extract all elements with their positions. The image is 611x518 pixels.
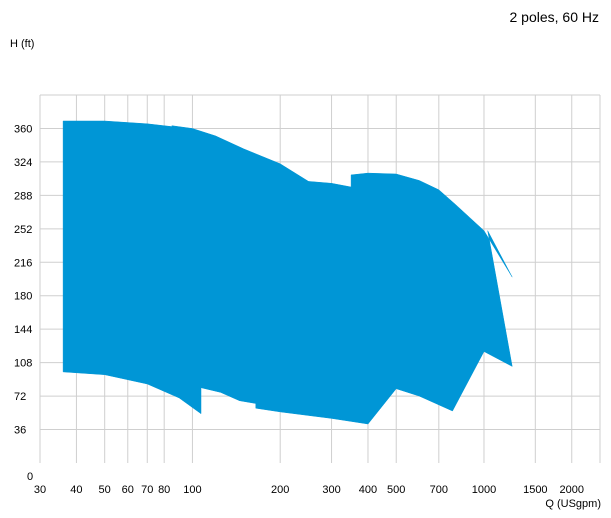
x-tick-label: 1000 bbox=[472, 484, 496, 496]
y-tick-label: 0 bbox=[27, 471, 33, 483]
operating-range-area bbox=[62, 120, 513, 425]
y-tick-label: 216 bbox=[14, 257, 32, 269]
x-tick-label: 60 bbox=[122, 484, 134, 496]
x-tick-label: 40 bbox=[70, 484, 82, 496]
x-tick-label: 80 bbox=[158, 484, 170, 496]
x-tick-label: 100 bbox=[183, 484, 201, 496]
y-tick-label: 144 bbox=[14, 324, 32, 336]
x-axis-label: Q (USgpm) bbox=[545, 498, 601, 510]
y-tick-labels: 0 36 72 108 144 180 216 252 288 324 360 bbox=[14, 123, 33, 483]
x-tick-label: 70 bbox=[141, 484, 153, 496]
x-tick-labels: 30 40 50 60 70 80 100 200 300 400 500 700 1000 1500 20… bbox=[34, 484, 584, 496]
y-axis-label: H (ft) bbox=[10, 38, 35, 50]
x-tick-label: 400 bbox=[359, 484, 377, 496]
x-tick-label: 700 bbox=[430, 484, 448, 496]
x-tick-label: 500 bbox=[387, 484, 405, 496]
y-tick-label: 252 bbox=[14, 224, 32, 236]
y-tick-label: 288 bbox=[14, 190, 32, 202]
x-tick-label: 50 bbox=[99, 484, 111, 496]
y-tick-label: 324 bbox=[14, 157, 32, 169]
x-tick-label: 200 bbox=[271, 484, 289, 496]
x-tick-label: 30 bbox=[34, 484, 46, 496]
y-tick-label: 180 bbox=[14, 291, 32, 303]
chart-subtitle: 2 poles, 60 Hz bbox=[509, 9, 600, 25]
data-areas bbox=[62, 120, 513, 425]
y-tick-label: 360 bbox=[14, 123, 32, 135]
y-tick-label: 72 bbox=[14, 391, 26, 403]
x-tick-label: 2000 bbox=[560, 484, 584, 496]
x-tick-label: 1500 bbox=[523, 484, 547, 496]
x-tick-label: 300 bbox=[322, 484, 340, 496]
y-tick-label: 36 bbox=[14, 425, 26, 437]
y-tick-label: 108 bbox=[14, 358, 32, 370]
